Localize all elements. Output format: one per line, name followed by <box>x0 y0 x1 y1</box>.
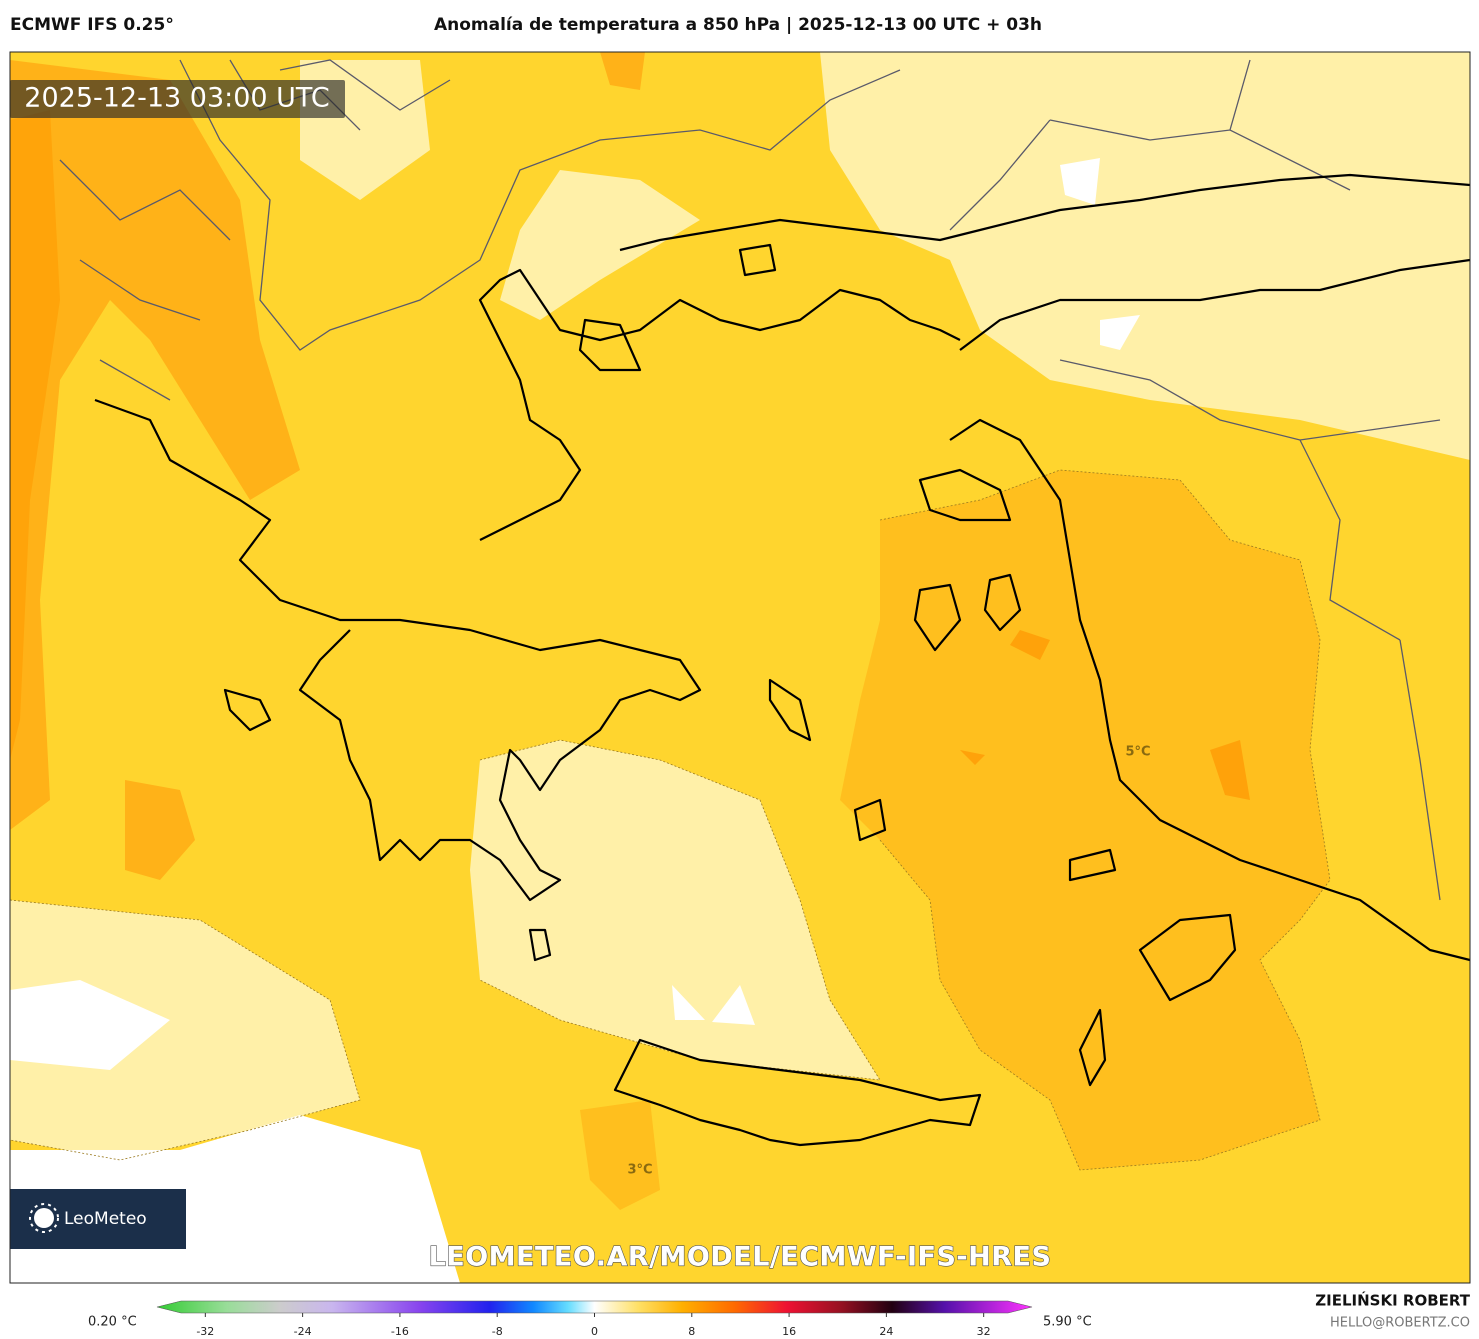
colorbar-bar <box>156 1300 1033 1314</box>
colorbar-tick-label: 16 <box>782 1325 796 1338</box>
timestamp-box <box>10 80 345 118</box>
warm-area <box>125 52 645 880</box>
logo-text: LeoMeteo <box>64 1209 147 1229</box>
colorbar-tick-label: 32 <box>977 1325 991 1338</box>
island <box>223 243 1237 1087</box>
coastline <box>478 268 961 541</box>
colorbar-tick-label: -24 <box>294 1325 312 1338</box>
island <box>613 1038 982 1147</box>
colorbar-tick-label: 24 <box>879 1325 893 1338</box>
logo-sun <box>34 1208 54 1228</box>
colorbar-tick-label: -8 <box>492 1325 503 1338</box>
timestamp: 2025-12-13 03:00 UTC <box>24 83 329 114</box>
map-title: Anomalía de temperatura a 850 hPa | 2025… <box>434 15 1042 35</box>
contour-label: 5°C <box>1125 745 1150 760</box>
pale-area <box>470 740 880 1080</box>
warm-area <box>960 630 1250 800</box>
coastline <box>619 173 1470 252</box>
isoline <box>879 469 1331 1171</box>
pale-area <box>820 52 1470 460</box>
coastline <box>949 418 1470 962</box>
map-area: 5°C 3°C 2025-12-13 03:00 UTC LeoMeteo LE… <box>10 52 1470 1283</box>
warm-area <box>580 1100 660 1210</box>
colorbar: -32 -24 -16 -8 0 8 16 24 32 <box>156 1300 1033 1338</box>
logo-rays <box>29 1203 59 1233</box>
colorbar-tick-label: 8 <box>688 1325 695 1338</box>
coastline <box>959 258 1470 351</box>
isoline <box>10 899 361 1161</box>
colorbar-min: 0.20 °C <box>88 1315 137 1330</box>
email: HELLO@ROBERTZ.CO <box>1330 1316 1470 1331</box>
coastline <box>94 398 702 902</box>
watermark: LEOMETEO.AR/MODEL/ECMWF-IFS-HRES <box>429 1242 1052 1273</box>
warm-area <box>840 470 1330 1170</box>
border <box>179 59 1441 901</box>
pale-area <box>500 170 700 320</box>
contour-label: 3°C <box>627 1163 652 1178</box>
colorbar-max: 5.90 °C <box>1043 1315 1092 1330</box>
warm-area <box>10 110 60 760</box>
colorbar-tick-label: -16 <box>391 1325 409 1338</box>
warm-area <box>10 60 300 830</box>
model-name: ECMWF IFS 0.25° <box>10 15 174 35</box>
white-area <box>10 980 170 1070</box>
border <box>59 59 451 401</box>
isoline <box>479 739 881 1081</box>
author: ZIELIŃSKI ROBERT <box>1315 1291 1470 1310</box>
map-frame <box>9 51 1471 1284</box>
colorbar-tick-label: -32 <box>196 1325 214 1338</box>
colorbar-tick-label: 0 <box>591 1325 598 1338</box>
